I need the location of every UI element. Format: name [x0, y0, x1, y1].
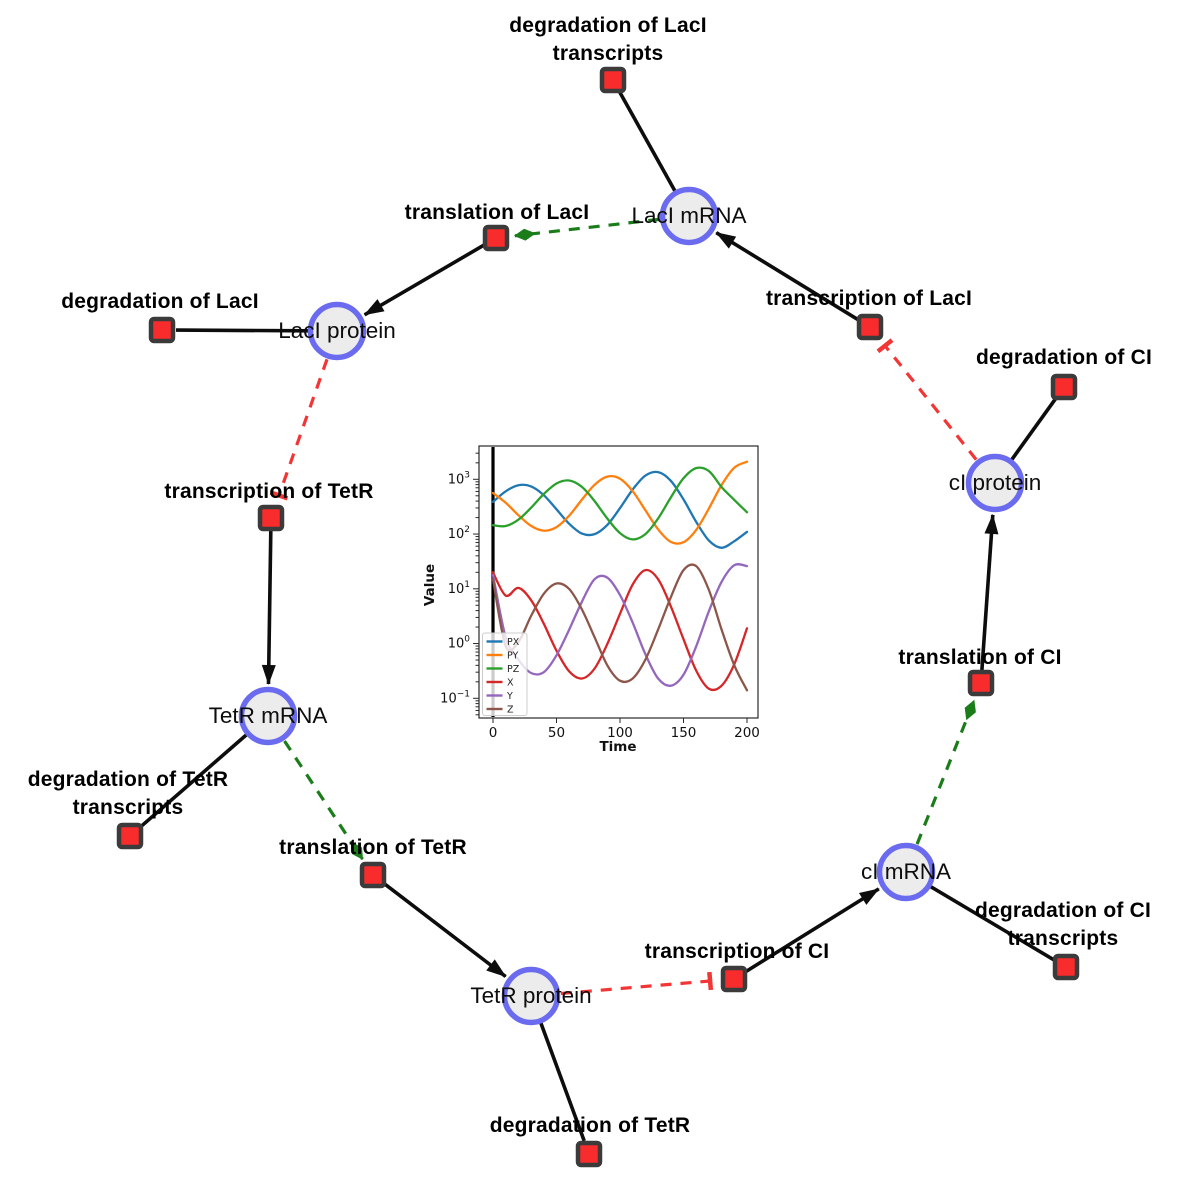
reaction-label-deg-ci-transcripts: degradation of CI transcripts [974, 899, 1152, 950]
chart-series-y [491, 563, 749, 687]
reaction-node-deg-laci [148, 316, 176, 344]
chart-series-z [491, 563, 749, 692]
node-layer [116, 66, 1080, 1168]
species-label-ci-protein: cI protein [948, 470, 1042, 495]
edge-inhibition-laci-protein-transc-tetr [269, 358, 329, 501]
species-label-laci-mrna: LacI mRNA [631, 203, 747, 228]
chart-series-curves [491, 460, 749, 692]
reaction-label-transl-laci: translation of LacI [404, 201, 590, 224]
chart-y-tick-label: 102 [448, 525, 470, 542]
species-label-tetr-protein: TetR protein [470, 983, 592, 1008]
species-node-ci-mrna [876, 842, 936, 902]
chart-x-tick-label: 50 [548, 725, 565, 741]
reaction-label-deg-ci: degradation of CI [975, 346, 1153, 369]
legend-entry-y: Y [506, 691, 513, 702]
chart-x-axis-label: Time [599, 739, 636, 755]
reaction-node-transl-tetr [359, 861, 387, 889]
species-label-ci-mrna: cI mRNA [861, 859, 951, 884]
reaction-label-deg-laci-transcripts: degradation of LacI transcripts [509, 14, 707, 65]
edge-layer [139, 91, 1058, 1142]
reaction-label-transc-tetr: transcription of TetR [164, 480, 374, 503]
reaction-node-deg-ci [1050, 373, 1078, 401]
legend-entry-pz: PZ [507, 664, 520, 675]
edge-consumption-laci-protein-deg-laci [175, 328, 310, 333]
legend-entry-py: PY [507, 651, 519, 662]
edge-consumption-ci-mrna-deg-ci-transcripts [929, 884, 1055, 962]
chart-series-x [491, 568, 749, 692]
reaction-label-transl-tetr: translation of TetR [279, 836, 467, 859]
reaction-node-transl-laci [482, 224, 510, 252]
edge-inhibition-tetr-protein-transc-ci [560, 971, 714, 996]
inset-timeseries-chart: 0 50 100 150 20010310210110010−1TimeValuePXP… [422, 445, 760, 755]
reaction-label-deg-tetr: degradation of TetR [489, 1114, 691, 1137]
chart-series-pz [491, 466, 749, 541]
chart-y-tick-label: 10−1 [440, 689, 470, 706]
species-label-tetr-mrna: TetR mRNA [208, 703, 328, 728]
species-node-tetr-mrna [238, 686, 298, 746]
reaction-label-deg-tetr-transcripts: degradation of TetR transcripts [27, 768, 229, 819]
chart-x-tick-label: 100 [607, 725, 633, 741]
reaction-node-transc-ci [720, 965, 748, 993]
reaction-node-deg-tetr-transcripts [116, 822, 144, 850]
species-node-laci-mrna [659, 186, 719, 246]
reaction-node-transc-laci [856, 313, 884, 341]
chart-y-tick-label: 100 [448, 635, 471, 652]
legend-entry-z: Z [507, 705, 514, 716]
edge-consumption-tetr-mrna-deg-tetr-transcripts [139, 733, 249, 829]
chart-y-tick-label: 101 [448, 580, 470, 597]
edge-inhibition-ci-protein-transc-laci [876, 338, 978, 461]
reaction-node-deg-laci-transcripts [599, 66, 627, 94]
chart-series-px [491, 470, 749, 549]
edge-production-transc-laci-laci-mrna [715, 231, 860, 322]
reaction-label-deg-laci: degradation of LacI [61, 290, 259, 313]
edge-production-transc-ci-ci-mrna [744, 887, 880, 974]
chart-x-tick-label: 150 [671, 725, 697, 741]
chart-y-axis-label: Value [422, 564, 438, 606]
reaction-label-transl-ci: translation of CI [898, 646, 1062, 669]
reaction-node-deg-tetr [575, 1140, 603, 1168]
edge-production-transl-tetr-tetr-protein [382, 881, 507, 978]
edge-production-transc-tetr-tetr-mrna [261, 530, 276, 685]
chart-axis-ticks [473, 452, 748, 723]
reaction-node-transc-tetr [257, 504, 285, 532]
edge-consumption-ci-protein-deg-ci [1009, 397, 1058, 462]
reaction-node-transl-ci [967, 669, 995, 697]
edge-production-transl-laci-laci-protein [363, 243, 486, 317]
chart-legend: PX PY PZ XYZ [482, 632, 528, 716]
chart-x-tick-label: 200 [734, 725, 760, 741]
legend-entry-px: PX [507, 637, 520, 648]
reaction-label-transc-laci: transcription of LacI [765, 287, 973, 310]
edge-modifier-ci-mrna-transl-ci [915, 699, 976, 845]
species-node-ci-protein [965, 453, 1025, 513]
species-node-tetr-protein [501, 966, 561, 1026]
reaction-node-deg-ci-transcripts [1052, 953, 1080, 981]
chart-series-py [491, 460, 749, 545]
edge-consumption-laci-mrna-deg-laci-transcripts [618, 91, 677, 193]
legend-entry-x: X [507, 678, 514, 689]
edge-consumption-tetr-protein-deg-tetr [538, 1021, 586, 1142]
chart-y-tick-label: 103 [448, 470, 470, 487]
chart-x-tick-label: 0 [489, 725, 498, 741]
species-label-laci-protein: LacI protein [278, 318, 396, 343]
edge-modifier-laci-mrna-transl-laci [513, 217, 660, 241]
species-node-laci-protein [307, 301, 367, 361]
edge-production-transl-ci-ci-protein [980, 513, 999, 671]
edge-modifier-tetr-mrna-transl-tetr [283, 740, 364, 860]
reaction-label-transc-ci: transcription of CI [644, 940, 830, 963]
